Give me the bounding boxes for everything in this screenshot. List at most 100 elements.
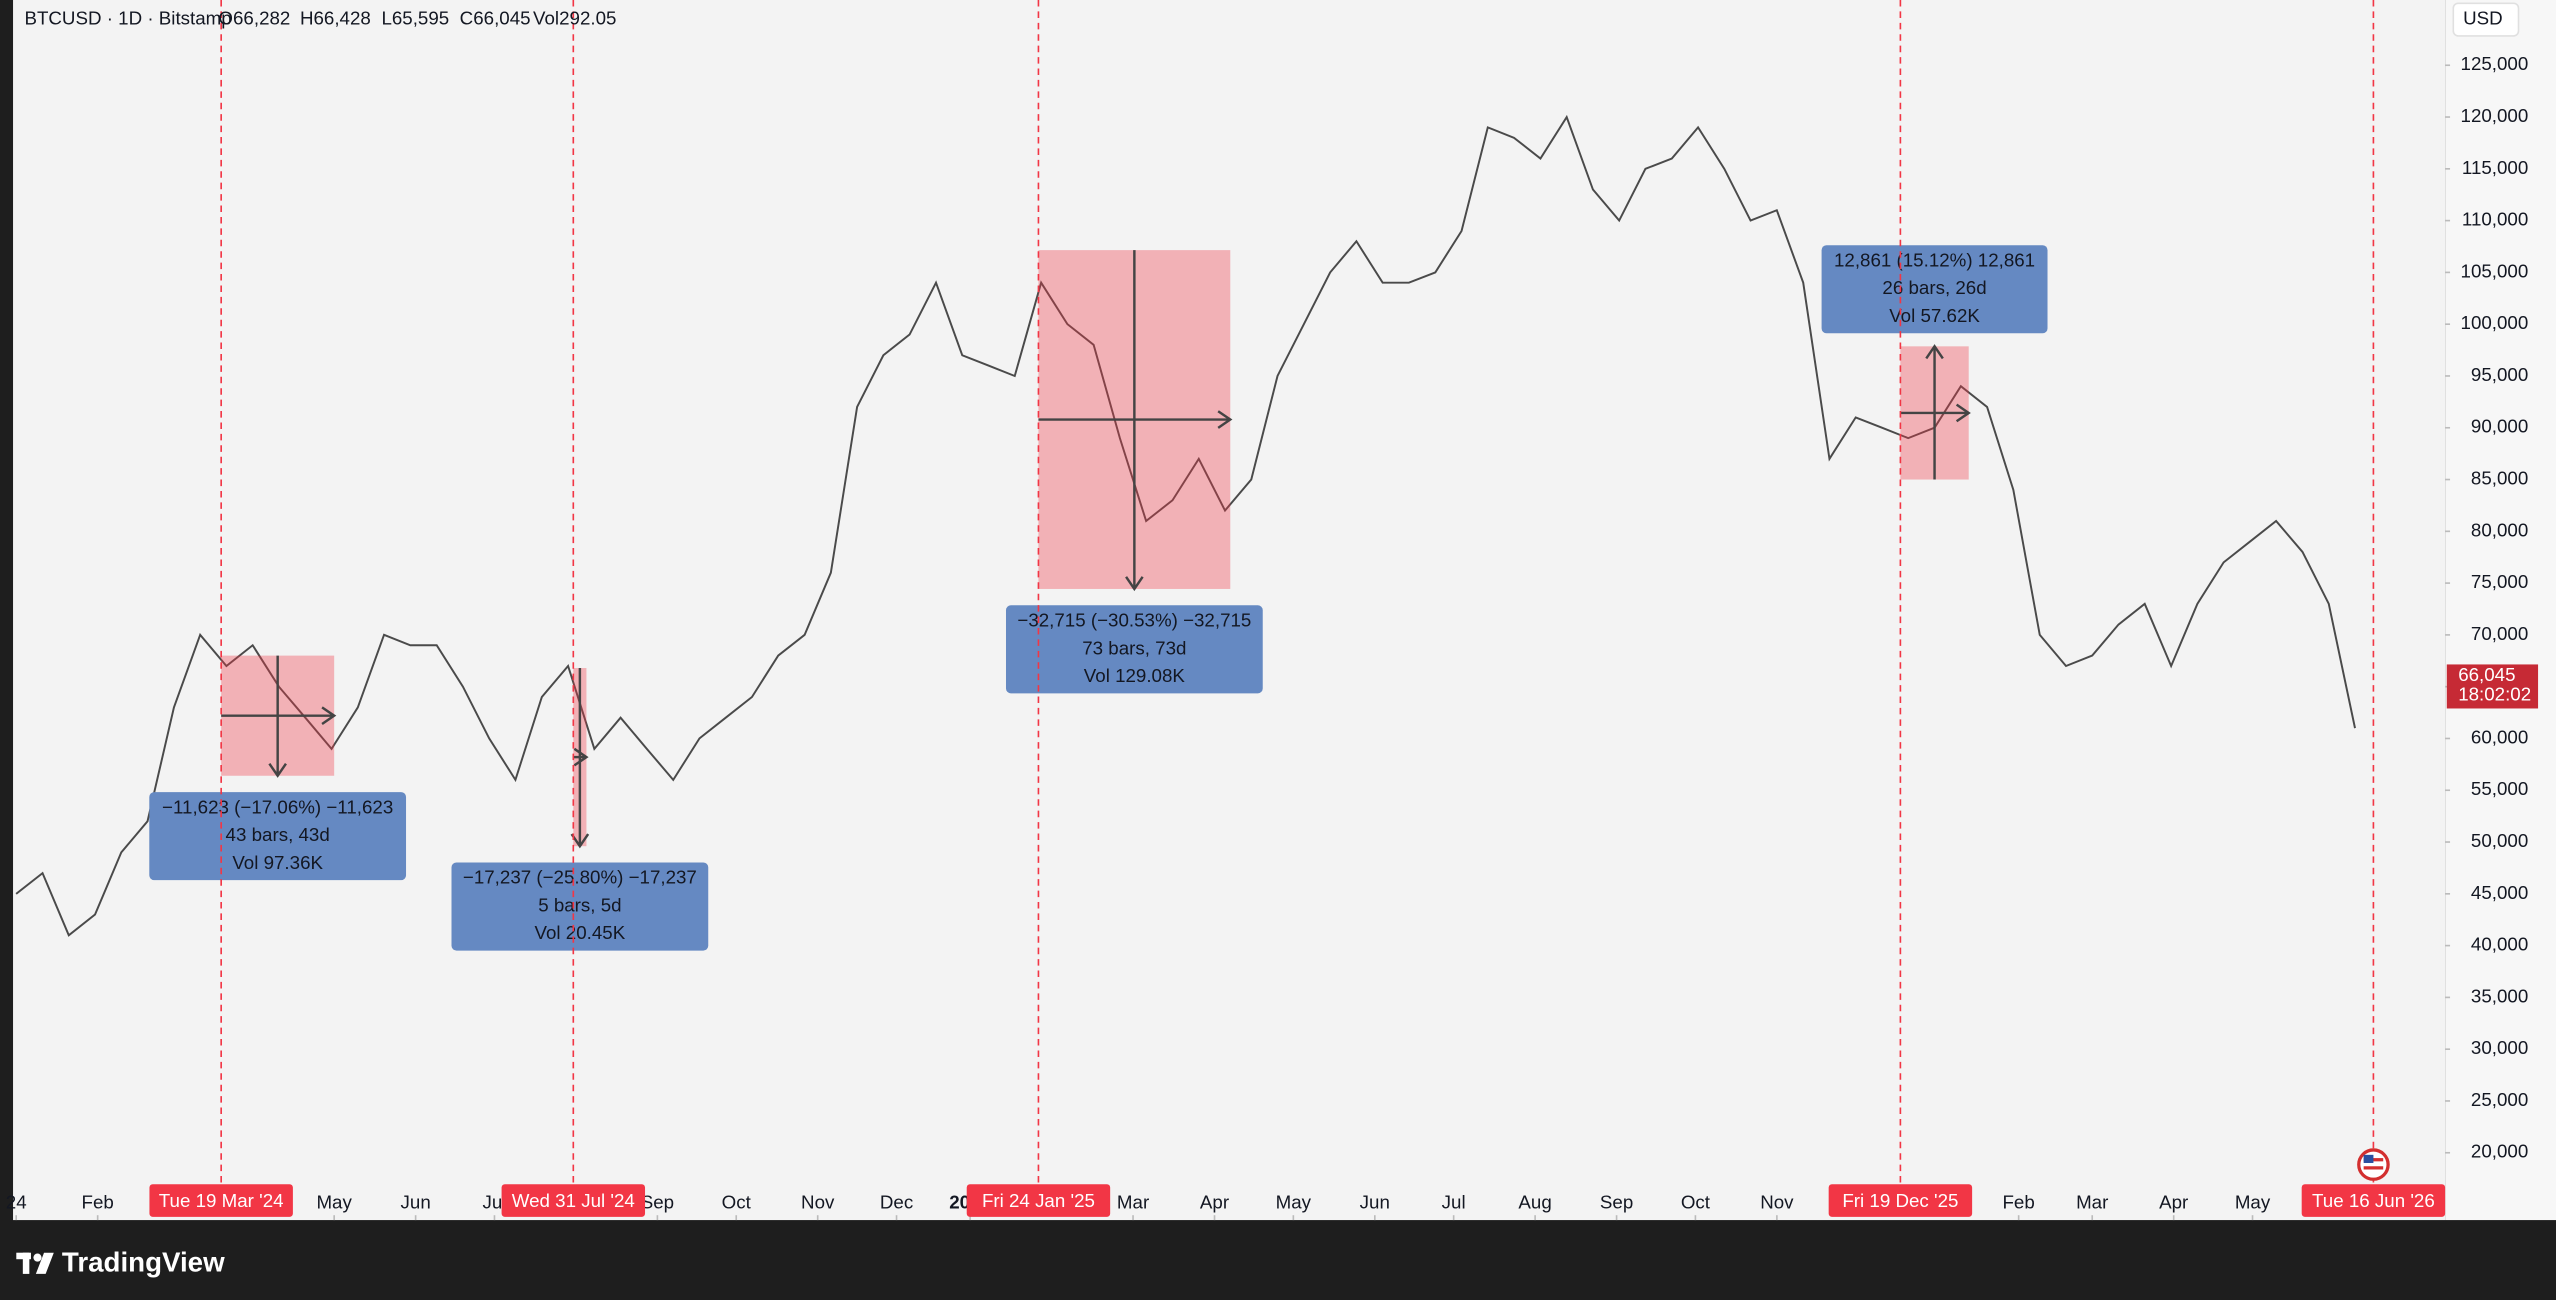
last-price-box: [2446, 664, 2539, 709]
flag-icon[interactable]: [2357, 1148, 2390, 1181]
y-tick-label: 35,000: [2471, 985, 2528, 1006]
marker-label-box: [501, 1184, 646, 1217]
y-tick-label: 40,000: [2471, 934, 2528, 955]
y-tick-label: 110,000: [2462, 209, 2528, 230]
marker-label: Tue 16 Jun '26: [2312, 1190, 2435, 1211]
x-tick-label: 24: [6, 1192, 27, 1213]
brand-logo[interactable]: [16, 1252, 54, 1274]
measure-info-line: 73 bars, 73d: [1082, 637, 1186, 658]
flag-stripe: [2363, 1158, 2384, 1162]
y-tick-label: 85,000: [2471, 467, 2528, 488]
y-tick-label: 95,000: [2471, 364, 2528, 385]
measure-info-line: Vol 57.62K: [1889, 305, 1980, 326]
x-tick-label: Nov: [1760, 1192, 1794, 1213]
measure-info: [1821, 245, 2048, 334]
measure-info-line: Vol 20.45K: [535, 922, 626, 943]
measure-info: [1005, 605, 1263, 694]
logo-part: [22, 1252, 30, 1274]
x-tick-label: Sep: [1600, 1192, 1633, 1213]
marker-label-box: [966, 1184, 1111, 1217]
header-symbol: BTCUSD · 1D · Bitstamp: [24, 8, 231, 29]
measure-arrow-x-head: [1955, 403, 1971, 423]
marker-label: Wed 31 Jul '24: [512, 1190, 635, 1211]
x-tick-label: Mar: [1117, 1192, 1149, 1213]
measure-info-line: −32,715 (−30.53%) −32,715: [1017, 610, 1251, 631]
y-tick-label: 105,000: [2461, 260, 2529, 281]
currency-box[interactable]: [2452, 2, 2520, 37]
measure-info-line: 5 bars, 5d: [538, 894, 621, 915]
y-tick-label: 125,000: [2461, 53, 2529, 74]
x-tick-label: Sep: [641, 1192, 674, 1213]
marker-label-box: [149, 1184, 293, 1217]
y-tick-label: 115,000: [2462, 157, 2528, 178]
x-tick-label: May: [1276, 1192, 1312, 1213]
flag-stripe: [2363, 1166, 2384, 1170]
x-tick-label: Apr: [2159, 1192, 2188, 1213]
measure-info-line: 43 bars, 43d: [226, 824, 330, 845]
measure-arrow-y-head: [570, 833, 590, 849]
header-volume: Vol292.05: [533, 8, 616, 29]
x-tick-label: Aug: [1518, 1192, 1551, 1213]
measure-arrow-x-head: [1217, 410, 1233, 429]
price-scale: [2445, 0, 2556, 1221]
measure-arrow-y-head: [268, 762, 287, 778]
measure-info-line: Vol 97.36K: [232, 852, 323, 873]
flag-canton: [2363, 1154, 2374, 1163]
measure-info-line: 26 bars, 26d: [1882, 277, 1986, 298]
measure-info-line: Vol 129.08K: [1084, 665, 1186, 686]
y-tick-label: 75,000: [2471, 571, 2528, 592]
y-tick-label: 60,000: [2471, 726, 2528, 747]
header-high: H66,428: [300, 8, 371, 29]
chart-layer: 20,000 25,000 30,000 35,000 40,000 45,000 50,0…: [6, 0, 2539, 1221]
x-tick-label: Jun: [401, 1192, 431, 1213]
y-tick-label: 30,000: [2471, 1037, 2528, 1058]
flag-icon-ring[interactable]: [2357, 1148, 2390, 1181]
x-tick-label: Jun: [1360, 1192, 1390, 1213]
y-tick-label: 50,000: [2471, 830, 2528, 851]
marker-label: Fri 24 Jan '25: [982, 1190, 1095, 1211]
measure-info-line: −11,623 (−17.06%) −11,623: [162, 796, 393, 817]
header-open: O66,282: [218, 8, 290, 29]
x-tick-label: May: [316, 1192, 352, 1213]
x-tick-label: Jul: [1442, 1192, 1466, 1213]
marker-label: Fri 19 Dec '25: [1842, 1190, 1958, 1211]
y-tick-label: 45,000: [2471, 882, 2528, 903]
y-tick-label: 55,000: [2471, 778, 2528, 799]
x-tick-label: May: [2235, 1192, 2271, 1213]
y-tick-label: 100,000: [2461, 312, 2529, 333]
y-tick-label: 20,000: [2471, 1141, 2528, 1162]
header-low: L65,595: [381, 8, 449, 29]
measure-arrow-y-head: [1925, 344, 1944, 360]
measure-arrow-y-head: [1125, 576, 1144, 592]
currency[interactable]: USD: [2463, 8, 2503, 29]
x-tick-label: Oct: [722, 1192, 752, 1213]
y-tick-label: 70,000: [2471, 623, 2528, 644]
measure-info: [149, 792, 407, 881]
measure-info: [451, 862, 709, 951]
brand-name[interactable]: TradingView: [62, 1246, 225, 1277]
last-price-label: 66,045: [2458, 664, 2515, 685]
y-tick-label: 90,000: [2471, 416, 2528, 437]
x-tick-label: Feb: [2002, 1192, 2034, 1213]
last-price-timer: 18:02:02: [2458, 683, 2531, 704]
x-tick-label: Mar: [2076, 1192, 2108, 1213]
x-tick-label: Jul: [482, 1192, 506, 1213]
x-tick-label: Oct: [1681, 1192, 1711, 1213]
measure-info-line: 12,861 (15.12%) 12,861: [1834, 249, 2035, 270]
header-close: C66,045: [460, 8, 531, 29]
marker-label-box: [2301, 1184, 2446, 1217]
marker-label-box: [1828, 1184, 1973, 1217]
marker-label: Tue 19 Mar '24: [159, 1190, 284, 1211]
x-tick-label: Dec: [880, 1192, 913, 1213]
y-tick-label: 80,000: [2471, 519, 2528, 540]
logo-part: [35, 1252, 54, 1274]
y-tick-label: 120,000: [2461, 105, 2529, 126]
measure-info-line: −17,237 (−25.80%) −17,237: [463, 867, 697, 888]
x-tick-label: Apr: [1200, 1192, 1229, 1213]
measure-arrow-x-head: [573, 747, 589, 767]
x-tick-label: Nov: [801, 1192, 835, 1213]
y-tick-label: 25,000: [2471, 1089, 2528, 1110]
price-line: [15, 114, 2356, 937]
